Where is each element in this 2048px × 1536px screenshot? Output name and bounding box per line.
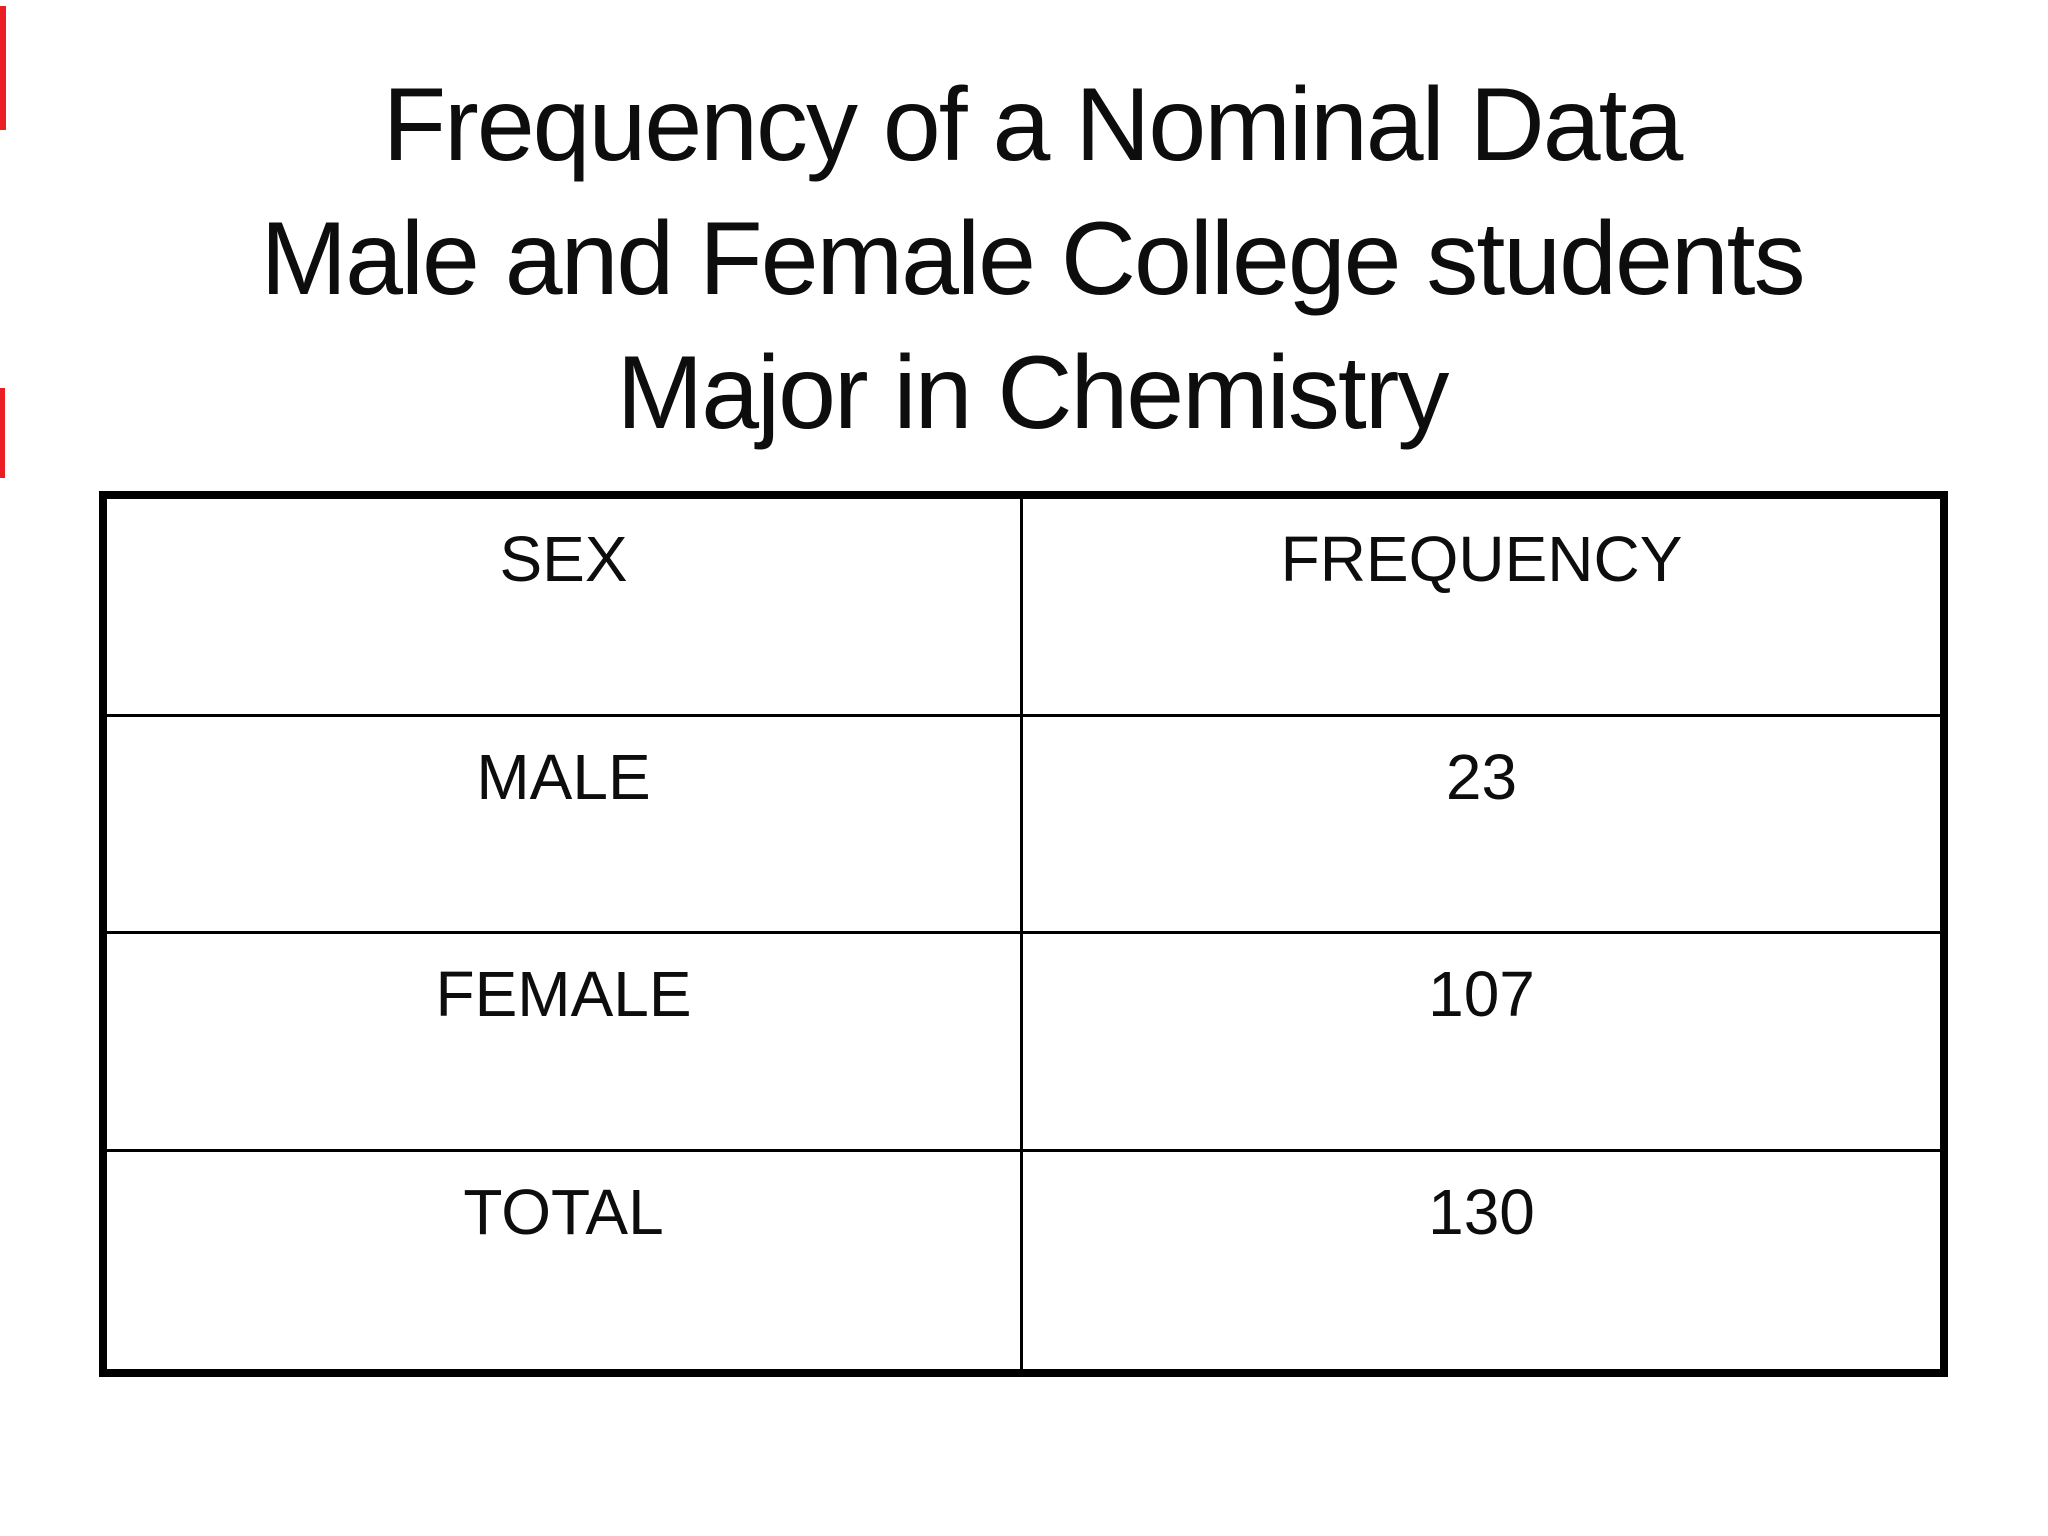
row-female-value: 107 bbox=[1023, 934, 1940, 1152]
frequency-table: SEX FREQUENCY MALE 23 FEMALE 107 TOTAL 1… bbox=[99, 491, 1948, 1377]
column-header-frequency: FREQUENCY bbox=[1023, 499, 1940, 717]
page-title-line-3: Major in Chemistry bbox=[616, 334, 1450, 451]
row-male-label: MALE bbox=[107, 716, 1023, 934]
page-title-line-2: Male and Female College students bbox=[260, 200, 1805, 317]
page-title-line-1: Frequency of a Nominal Data bbox=[382, 66, 1684, 183]
red-edge-mark-top bbox=[0, 6, 6, 130]
row-female-label: FEMALE bbox=[107, 934, 1023, 1152]
row-total-value: 130 bbox=[1428, 1175, 1535, 1248]
page-title: Frequency of a Nominal Data Male and Fem… bbox=[0, 58, 2048, 460]
row-total-label: TOTAL bbox=[107, 1151, 1023, 1369]
column-header-sex: SEX bbox=[107, 499, 1023, 717]
row-male-value: 23 bbox=[1023, 717, 1940, 934]
red-edge-mark-middle bbox=[0, 388, 5, 478]
